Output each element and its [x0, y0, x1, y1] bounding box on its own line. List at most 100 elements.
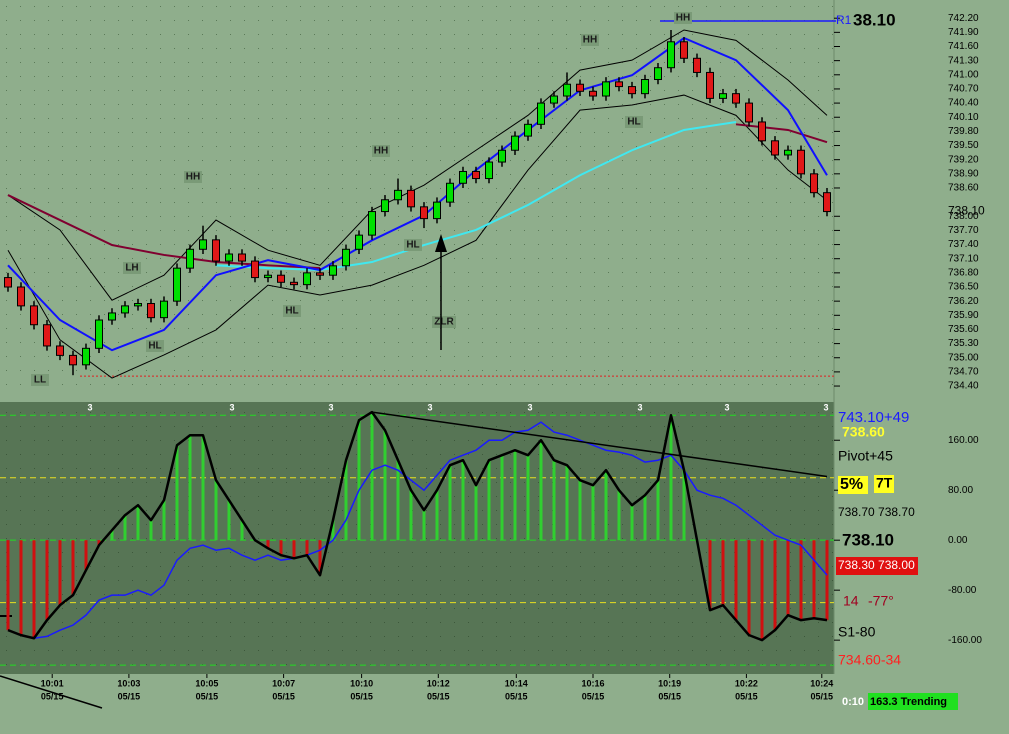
histogram-bar [58, 540, 62, 606]
candle-body [537, 102, 545, 125]
candle-body [524, 123, 532, 137]
annotation-bg [674, 12, 692, 24]
candle-body [758, 121, 766, 142]
histogram-bar [175, 445, 179, 541]
candle-body [563, 83, 571, 97]
candle-body [264, 274, 272, 279]
side-label: 738.10 [842, 530, 894, 549]
candle-body [823, 192, 831, 213]
y-tick-label: 742.20 [948, 13, 979, 24]
plot: 742.20 741.90 741.60 741.30 741.00 740.70 740.… [0, 11, 985, 710]
side-label: S1-80 [838, 624, 876, 640]
histogram-bar [656, 480, 660, 541]
x-tick-date: 05/15 [658, 691, 681, 701]
histogram-bar [136, 505, 140, 541]
x-tick-label: 10:16 [581, 678, 604, 688]
histogram-bar [513, 450, 517, 541]
histogram-bar [526, 455, 530, 541]
side-label: 5% [840, 476, 863, 493]
cycle-marker: 3 [427, 402, 432, 412]
histogram-bar [591, 485, 595, 541]
candle-body [186, 248, 194, 269]
y-tick-label: 734.40 [948, 381, 979, 392]
y-tick-label: 740.70 [948, 84, 979, 95]
histogram-bar [149, 520, 153, 541]
x-tick-date: 05/15 [350, 691, 373, 701]
x-tick-label: 10:07 [272, 678, 295, 688]
y-tick-label: 741.60 [948, 41, 979, 52]
y-tick-label: 737.40 [948, 239, 979, 250]
x-tick-date: 05/15 [196, 691, 219, 701]
histogram-bar [552, 460, 556, 541]
candle-body [69, 354, 77, 366]
histogram-bar [292, 540, 296, 559]
cycle-marker: 3 [527, 402, 532, 412]
histogram-bar [279, 540, 283, 556]
annotation-bg [31, 374, 49, 386]
histogram-bar [396, 460, 400, 541]
signal-line [7, 421, 828, 640]
annotation: HH [186, 172, 200, 183]
histogram-bar [643, 495, 647, 541]
histogram-bar [630, 505, 634, 541]
x-tick-label: 10:10 [350, 678, 373, 688]
y-tick-label: 735.00 [948, 352, 979, 363]
annotation: LL [34, 375, 46, 386]
annotation: HH [676, 13, 690, 24]
histogram-bar [435, 490, 439, 541]
trendline [371, 411, 828, 478]
candle-body [30, 305, 38, 326]
histogram-bar [604, 470, 608, 541]
x-tick-label: 10:01 [41, 678, 64, 688]
oscillator-line [7, 410, 828, 642]
y-tick-label: 741.90 [948, 27, 979, 38]
histogram-bar [474, 485, 478, 541]
cycle-marker: 3 [229, 402, 234, 412]
x-tick-label: 10:03 [117, 678, 140, 688]
annotation-bg [432, 316, 456, 328]
cycle-marker: 3 [328, 402, 333, 412]
candle-body [576, 83, 584, 92]
y-tick-label: 0.00 [948, 535, 968, 546]
candle-body [355, 234, 363, 250]
r1-price: 38.10 [853, 11, 896, 30]
candle-body [160, 300, 168, 319]
status-bg [868, 693, 958, 710]
candle-body [147, 303, 155, 319]
histogram-bar [409, 490, 413, 541]
status-clock: 0:10 [842, 696, 864, 708]
side-label: 738.30 738.00 [838, 558, 915, 572]
candle-body [108, 312, 116, 321]
cycle-marker: 3 [87, 402, 92, 412]
histogram-bar [682, 470, 686, 541]
histogram-bar [747, 540, 751, 636]
histogram-bar [71, 540, 75, 596]
annotation-bg [123, 262, 141, 274]
y-tick-label: 738.90 [948, 168, 979, 179]
side-label: Pivot+45 [838, 448, 893, 464]
side-label: -77° [868, 593, 894, 609]
histogram-bar [357, 420, 361, 541]
annotation-bg [146, 340, 164, 352]
y-tick-label: 738.60 [948, 183, 979, 194]
annotation: HL [406, 240, 419, 251]
y-tick-label: 734.70 [948, 367, 979, 378]
side-label: 14 [843, 593, 859, 609]
y-tick-label: 737.10 [948, 253, 979, 264]
histogram-bar [734, 540, 738, 621]
side-label: 7T [876, 475, 893, 491]
annotation-bg [372, 145, 390, 157]
x-tick-label: 10:14 [505, 678, 528, 688]
candle-body [654, 67, 662, 81]
y-tick-label: 736.80 [948, 268, 979, 279]
candle-body [95, 319, 103, 349]
x-tick-label: 10:12 [427, 678, 450, 688]
y-tick-label: 739.50 [948, 140, 979, 151]
annotation: HL [148, 341, 161, 352]
candle-body [472, 170, 480, 180]
annotation-bg [184, 171, 202, 183]
candle-body [745, 102, 753, 123]
annotation: HH [583, 35, 597, 46]
y-tick-label: 736.20 [948, 296, 979, 307]
label-bg [874, 475, 894, 493]
